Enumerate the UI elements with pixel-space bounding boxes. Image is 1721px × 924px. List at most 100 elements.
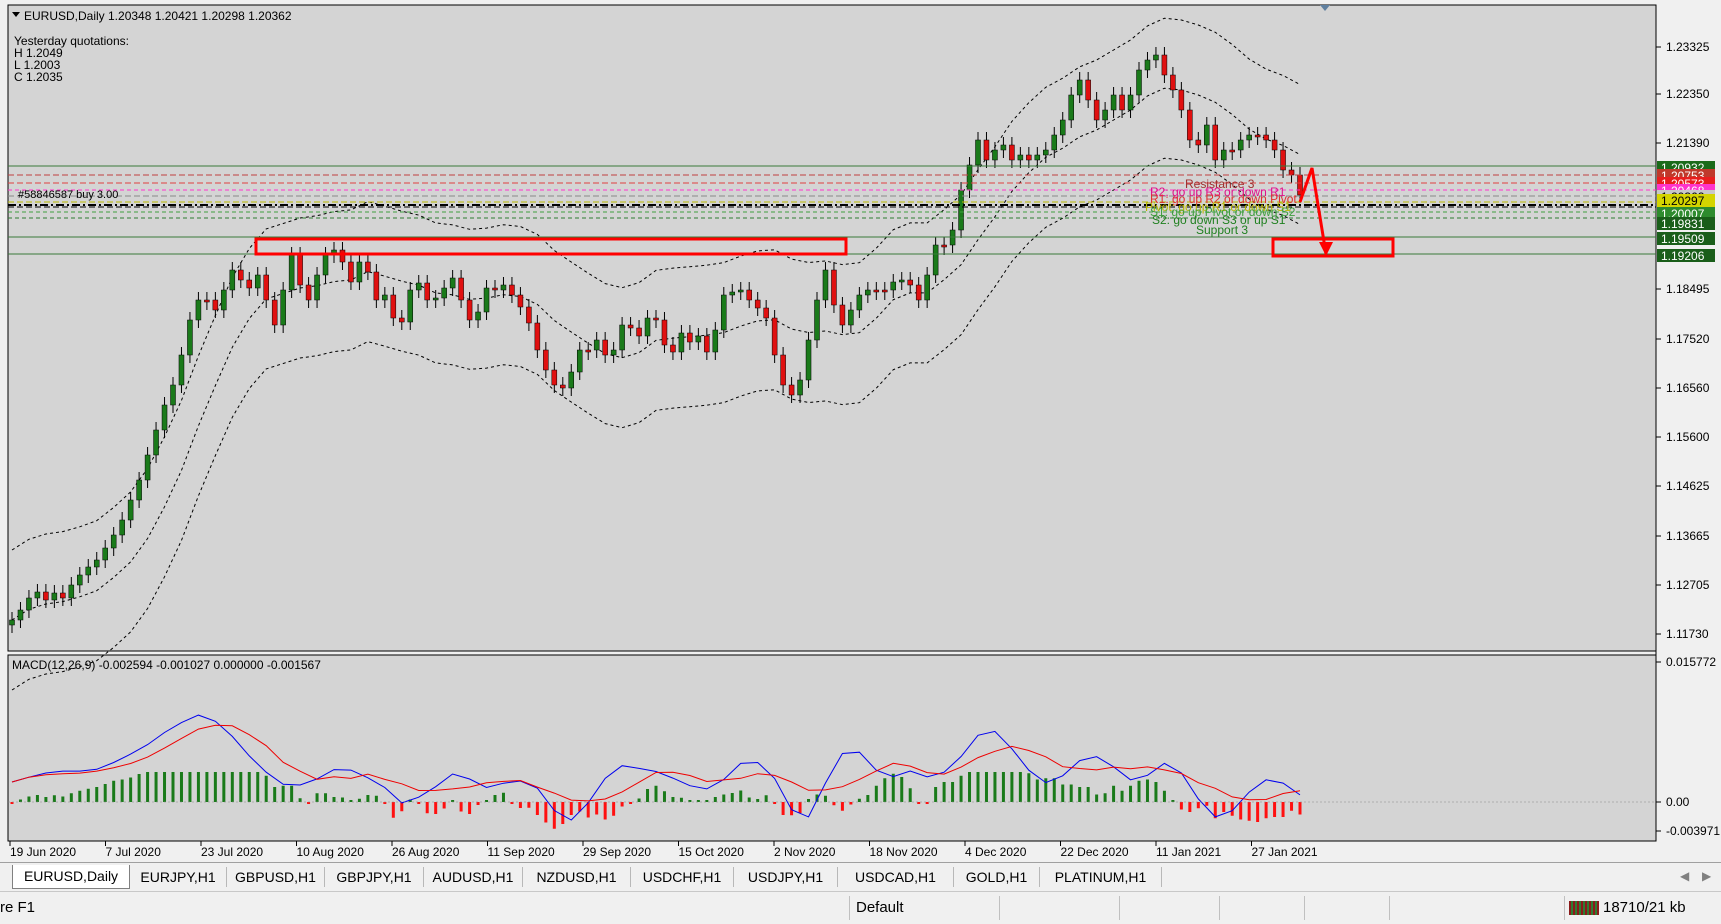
candle <box>1187 109 1193 141</box>
candle <box>627 324 634 329</box>
candle <box>432 297 439 301</box>
candle <box>771 317 778 356</box>
tab-usdjpy-h1[interactable]: USDJPY,H1 <box>734 867 838 887</box>
candle <box>153 429 159 456</box>
price-tick-label: 1.15600 <box>1666 430 1710 444</box>
candle <box>1297 174 1303 196</box>
candle <box>263 274 269 301</box>
resistance3-label: Resistance 3 <box>1185 177 1255 191</box>
candle <box>610 349 617 356</box>
candle <box>161 404 168 431</box>
candle <box>1170 74 1176 91</box>
candle <box>822 269 829 301</box>
candle <box>1237 139 1244 151</box>
candle <box>517 294 524 308</box>
resistance-zone-box[interactable] <box>254 237 848 256</box>
candle <box>560 384 566 389</box>
candle <box>322 254 329 276</box>
tab-gold-h1[interactable]: GOLD,H1 <box>954 867 1040 887</box>
tab-scroll-right-icon[interactable]: ▶ <box>1702 869 1712 883</box>
macd-tick-label: 0.015772 <box>1666 655 1716 669</box>
candle <box>170 384 176 406</box>
tab-eurjpy-h1[interactable]: EURJPY,H1 <box>130 867 227 887</box>
candle <box>34 591 41 599</box>
time-tick-label: 27 Jan 2021 <box>1252 845 1318 859</box>
candle <box>110 534 117 549</box>
candle <box>466 299 473 321</box>
candle <box>449 277 456 289</box>
time-tick-label: 15 Oct 2020 <box>679 845 745 859</box>
candle <box>441 287 447 299</box>
candle <box>1000 144 1007 151</box>
candle <box>831 269 837 306</box>
time-tick-label: 11 Sep 2020 <box>488 845 555 859</box>
price-tick-label: 1.22350 <box>1666 87 1710 101</box>
candle <box>1068 94 1074 121</box>
candle <box>907 279 913 286</box>
tab-usdchf-h1[interactable]: USDCHF,H1 <box>631 867 734 887</box>
candle <box>221 289 227 311</box>
main-chart-panel[interactable] <box>7 4 1657 652</box>
candle <box>1153 54 1159 61</box>
candle <box>568 371 575 389</box>
price-tick-label: 1.12705 <box>1666 578 1710 592</box>
candle <box>932 244 939 276</box>
tab-audusd-h1[interactable]: AUDUSD,H1 <box>424 867 523 887</box>
candle <box>602 339 608 356</box>
candle <box>593 339 600 351</box>
candle <box>60 592 66 599</box>
chart-shift-marker[interactable] <box>1320 5 1330 11</box>
candle <box>644 317 651 337</box>
price-tick-label: 1.18495 <box>1666 282 1710 296</box>
candle <box>1102 109 1108 121</box>
tab-eurusd-daily[interactable]: EURUSD,Daily <box>12 865 130 889</box>
candle <box>805 339 812 381</box>
bollinger-bands <box>11 17 1301 691</box>
candle <box>797 379 803 396</box>
candle <box>314 274 320 301</box>
candle <box>576 349 583 373</box>
forecast-arrow[interactable] <box>1298 167 1328 255</box>
candle <box>754 299 761 309</box>
time-tick-label: 7 Jul 2020 <box>106 845 162 859</box>
candle <box>492 287 498 291</box>
status-cell-empty-4 <box>1304 896 1389 920</box>
price-tick-label: 1.16560 <box>1666 381 1710 395</box>
tab-platinum-h1[interactable]: PLATINUM,H1 <box>1040 867 1162 887</box>
macd-tick-label: -0.003971 <box>1666 824 1720 838</box>
candle <box>1178 89 1185 111</box>
tab-gbpusd-h1[interactable]: GBPUSD,H1 <box>227 867 325 887</box>
candle <box>856 294 863 311</box>
macd-histogram <box>10 772 1302 829</box>
macd-panel[interactable] <box>7 654 1657 842</box>
status-cell-empty-1 <box>999 896 1119 920</box>
quote-low: L 1.2003 <box>14 58 61 72</box>
candle <box>966 164 973 191</box>
tab-scroll-left-icon[interactable]: ◀ <box>1680 869 1690 883</box>
candle <box>721 294 727 331</box>
candle <box>26 597 32 611</box>
pivot-label: Pivot: go up R1 or down S1 <box>1145 200 1291 214</box>
candle <box>848 309 854 326</box>
candle <box>636 327 642 337</box>
candle <box>941 244 947 248</box>
target-zone-box[interactable] <box>1271 237 1395 258</box>
symbol-header: EURUSD,Daily 1.20348 1.20421 1.20298 1.2… <box>24 9 292 23</box>
status-profile: Default <box>849 896 999 920</box>
chart-window[interactable]: EURUSD,Daily 1.20348 1.20421 1.20298 1.2… <box>0 0 1721 862</box>
candle <box>1195 139 1202 146</box>
candle <box>670 344 676 353</box>
tab-usdcad-h1[interactable]: USDCAD,H1 <box>838 867 954 887</box>
tab-nzdusd-h1[interactable]: NZDUSD,H1 <box>523 867 631 887</box>
pivot-level-lines <box>8 165 1656 255</box>
candle <box>882 289 888 293</box>
candle <box>1119 94 1125 111</box>
price-tick-label: 1.14625 <box>1666 479 1710 493</box>
candle <box>924 274 930 301</box>
tab-gbpjpy-h1[interactable]: GBPJPY,H1 <box>325 867 424 887</box>
quote-high: H 1.2049 <box>14 46 63 60</box>
status-cell-empty-3 <box>1219 896 1304 920</box>
candle <box>704 335 710 353</box>
dropdown-icon[interactable] <box>12 12 20 17</box>
candle <box>475 311 481 321</box>
